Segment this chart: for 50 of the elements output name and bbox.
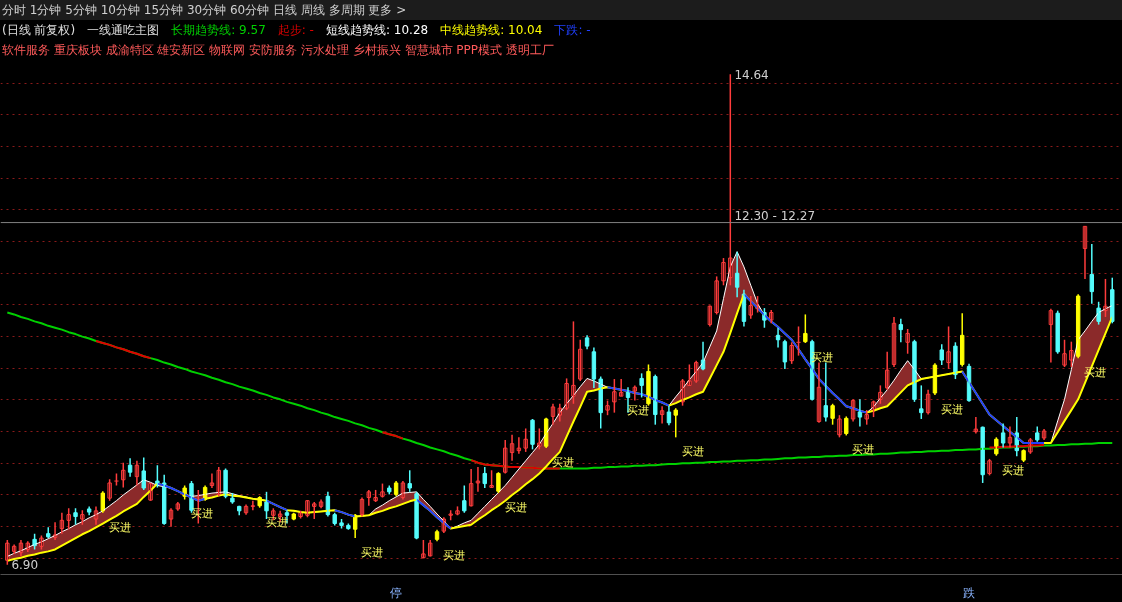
candlestick xyxy=(407,469,412,493)
candlestick xyxy=(673,407,678,439)
text: 买进 xyxy=(361,546,384,560)
candlestick xyxy=(795,325,802,357)
x-tick-label: 跌 xyxy=(963,585,976,600)
annotation: 6.90 xyxy=(11,558,39,573)
text: 买进 xyxy=(941,402,964,416)
candlestick xyxy=(905,328,910,355)
candlestick xyxy=(421,539,426,560)
candlestick xyxy=(837,414,842,439)
chart-title: (日线 前复权) xyxy=(2,23,76,37)
text: 长期趋势线: 9.57 xyxy=(171,23,266,37)
text: 买进 xyxy=(443,549,466,563)
chart-subtitle: 一线通吃主图 xyxy=(87,23,160,37)
text: 下跌: - xyxy=(554,23,591,37)
text: 短线趋势线: 10.28 xyxy=(325,23,429,37)
text: 买进 xyxy=(852,443,875,457)
candlestick xyxy=(523,427,528,453)
candlestick xyxy=(789,341,794,365)
text: 买进 xyxy=(681,445,704,459)
text: 买进 xyxy=(627,404,650,418)
candlestick xyxy=(919,384,924,420)
text: 起步: - xyxy=(277,23,314,37)
candlestick xyxy=(107,478,112,502)
candlestick xyxy=(612,378,617,414)
candlestick xyxy=(66,507,71,530)
candlestick xyxy=(844,415,849,437)
annotation: 14.64 xyxy=(734,67,769,82)
text: 买进 xyxy=(504,501,527,515)
text: 买进 xyxy=(552,456,575,470)
candlestick xyxy=(803,313,808,344)
candlestick xyxy=(530,418,535,451)
text: 买进 xyxy=(1002,463,1025,477)
candlestick xyxy=(462,484,467,514)
candlestick xyxy=(1055,309,1060,355)
text: 买进 xyxy=(265,515,288,529)
candlestick xyxy=(1062,339,1067,368)
text: 买进 xyxy=(1084,366,1107,380)
candlestick xyxy=(830,403,835,426)
text: 中线趋势线: 10.04 xyxy=(440,23,543,37)
candlestick xyxy=(946,325,951,370)
candlestick xyxy=(639,372,644,399)
text: 分时 1分钟 5分钟 10分钟 15分钟 30分钟 60分钟 日线 周线 多周期 更多 > xyxy=(2,3,407,17)
text: 软件服务 重庆板块 成渝特区 雄安新区 物联网 安防服务 污水处理 乡村振兴 智慧城市 PPP模式 透明工厂 xyxy=(2,43,554,57)
ref-line-label: 12.30 - 12.27 xyxy=(734,208,816,223)
candlestick xyxy=(578,339,583,382)
candlestick xyxy=(714,275,719,316)
text: 买进 xyxy=(108,520,131,534)
x-tick-label: 停 xyxy=(390,585,403,600)
candlestick xyxy=(721,257,726,287)
